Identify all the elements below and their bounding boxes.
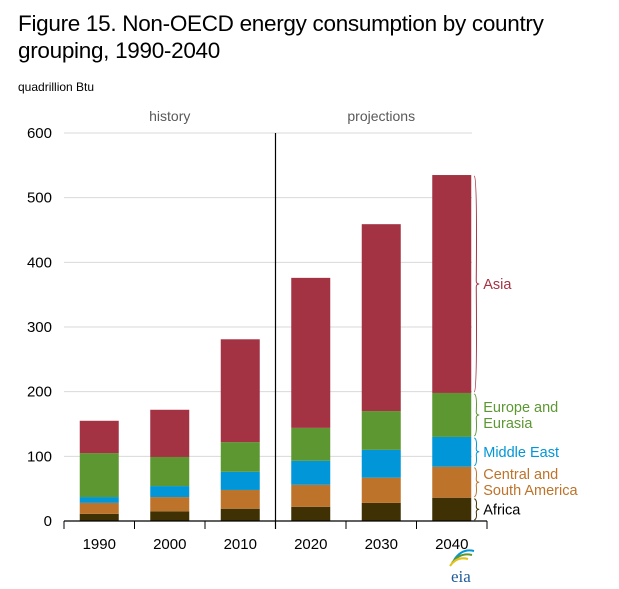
legend-label-europe-and-eurasia: Eurasia xyxy=(483,416,533,432)
legend-label-asia: Asia xyxy=(483,277,512,293)
region-label-projections: projections xyxy=(347,108,415,124)
eia-logo: eia xyxy=(449,549,475,586)
bar-segment-middle-east xyxy=(220,471,260,490)
region-labels: history projections xyxy=(149,108,415,124)
x-tick-label: 2040 xyxy=(435,536,468,553)
bar-segment-europe-and-eurasia xyxy=(291,427,331,461)
bar-segment-africa xyxy=(361,502,401,521)
region-label-history: history xyxy=(149,108,190,124)
bar-segment-asia xyxy=(361,224,401,412)
y-tick-label: 100 xyxy=(27,448,52,465)
legend-label-europe-and-eurasia: Europe and xyxy=(483,400,558,416)
y-axis-ticks: 0 100 200 300 400 500 600 xyxy=(27,125,52,530)
bar-segment-middle-east xyxy=(291,460,331,485)
bar-segment-africa xyxy=(432,497,472,521)
x-tick-label: 1990 xyxy=(83,536,116,553)
y-tick-label: 500 xyxy=(27,190,52,207)
legend-brace xyxy=(474,467,480,498)
bar-segment-asia xyxy=(291,277,331,428)
legend-label-africa: Africa xyxy=(483,502,521,518)
legend-brace xyxy=(474,498,480,521)
y-tick-label: 400 xyxy=(27,254,52,271)
gridlines xyxy=(64,132,472,457)
bar-segment-africa xyxy=(150,511,190,521)
x-tick-label: 2000 xyxy=(153,536,186,553)
bar-segment-europe-and-eurasia xyxy=(432,392,472,437)
bar-segment-middle-east xyxy=(361,449,401,478)
legend-label-central-and-south-america: Central and xyxy=(483,467,558,483)
bar-segment-europe-and-eurasia xyxy=(150,456,190,487)
y-tick-label: 600 xyxy=(27,125,52,142)
bar-segment-central-and-south-america xyxy=(361,477,401,503)
bar-segment-central-and-south-america xyxy=(432,466,472,498)
bar-segment-asia xyxy=(432,175,472,393)
x-tick-label: 2030 xyxy=(365,536,398,553)
bar-segment-asia xyxy=(79,420,119,454)
bar-segment-africa xyxy=(79,513,119,521)
bar-segment-middle-east xyxy=(150,486,190,498)
chart-title: Figure 15. Non-OECD energy consumption b… xyxy=(18,11,544,63)
bar-segment-central-and-south-america xyxy=(150,497,190,512)
y-tick-label: 0 xyxy=(44,513,52,530)
bar-segment-middle-east xyxy=(432,436,472,467)
x-tick-label: 2010 xyxy=(224,536,257,553)
legend-label-central-and-south-america: South America xyxy=(483,483,578,499)
x-axis xyxy=(63,133,488,529)
y-tick-label: 300 xyxy=(27,319,52,336)
legend-brace xyxy=(474,437,480,467)
eia-logo-text: eia xyxy=(451,567,471,586)
bar-segment-central-and-south-america xyxy=(291,484,331,507)
bar-segment-middle-east xyxy=(79,497,119,503)
legend-brace xyxy=(473,393,480,437)
eia-logo-swoosh-yellow xyxy=(449,557,469,567)
x-tick-label: 2020 xyxy=(294,536,327,553)
bar-segment-asia xyxy=(220,339,260,443)
bar-segment-central-and-south-america xyxy=(220,489,260,509)
bar-segment-africa xyxy=(291,506,331,521)
bar-segment-europe-and-eurasia xyxy=(220,442,260,472)
legend-brace xyxy=(473,175,480,393)
bar-segment-central-and-south-america xyxy=(79,502,119,514)
bar-segment-africa xyxy=(220,508,260,521)
bar-segment-europe-and-eurasia xyxy=(361,411,401,450)
bar-segment-asia xyxy=(150,409,190,457)
x-axis-ticks: 1990 2000 2010 2020 2030 2040 xyxy=(83,536,469,553)
y-axis-units: quadrillion Btu xyxy=(18,80,95,94)
y-tick-label: 200 xyxy=(27,384,52,401)
legend-label-middle-east: Middle East xyxy=(483,445,559,461)
bars xyxy=(79,175,472,521)
bar-segment-europe-and-eurasia xyxy=(79,453,119,498)
